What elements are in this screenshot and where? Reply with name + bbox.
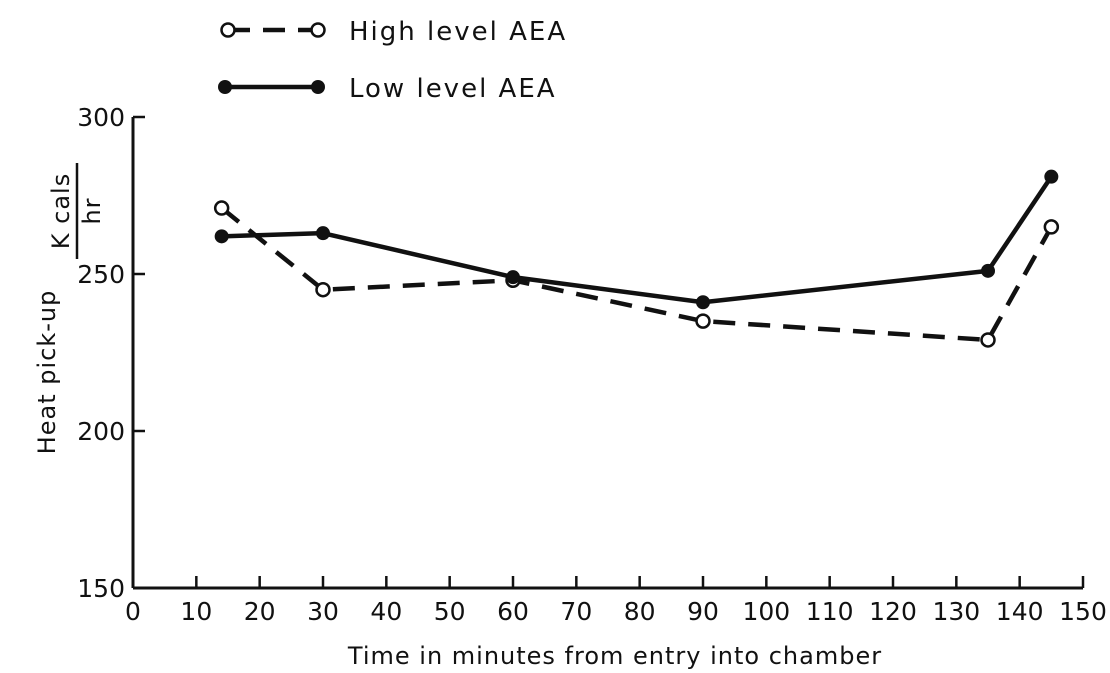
x-tick-label: 70 bbox=[560, 597, 592, 626]
data-point-filled bbox=[1044, 169, 1059, 184]
x-axis-title: Time in minutes from entry into chamber bbox=[347, 642, 882, 670]
dashed-series-line bbox=[220, 206, 1054, 343]
data-point-filled bbox=[316, 226, 330, 241]
axes bbox=[131, 117, 1083, 590]
x-tick-label: 140 bbox=[996, 597, 1044, 626]
y-tick-label: 150 bbox=[77, 574, 125, 603]
x-tick-label: 50 bbox=[434, 597, 466, 626]
data-point-filled bbox=[981, 263, 995, 278]
y-axis-title: Heat pick-up bbox=[33, 290, 61, 455]
x-tick-label: 100 bbox=[742, 597, 790, 626]
x-tick-label: 40 bbox=[370, 597, 402, 626]
y-tick-label: 250 bbox=[77, 260, 125, 289]
y-tick-label: 200 bbox=[77, 417, 125, 446]
x-tick-label: 0 bbox=[125, 597, 141, 626]
y-axis-unit-denominator: hr bbox=[78, 197, 106, 224]
y-axis-title-group: Heat pick-up bbox=[33, 290, 61, 455]
data-point-open bbox=[980, 332, 996, 348]
data-point-open bbox=[213, 200, 230, 216]
x-tick-label: 110 bbox=[806, 597, 854, 626]
legend-open-marker bbox=[310, 22, 326, 38]
data-point-filled bbox=[696, 295, 710, 310]
y-ticks: 150 200 250 300 bbox=[77, 103, 145, 603]
legend-entry-high-level: High level AEA bbox=[220, 17, 567, 47]
x-tick-label: 10 bbox=[180, 597, 212, 626]
x-tick-label: 130 bbox=[932, 597, 980, 626]
legend-open-marker bbox=[220, 22, 236, 38]
series-layer bbox=[213, 169, 1060, 348]
x-ticks: 0 10 20 30 40 50 60 70 80 90 100 110 120 130 140 150 bbox=[125, 576, 1107, 626]
y-axis-unit-numerator: K cals bbox=[47, 173, 75, 249]
legend-label-high-level: High level AEA bbox=[349, 17, 567, 47]
data-point-filled bbox=[506, 270, 520, 285]
data-point-open bbox=[1043, 219, 1060, 235]
solid-series-line bbox=[221, 175, 1054, 305]
data-point-open bbox=[315, 281, 331, 298]
legend-filled-marker bbox=[218, 80, 232, 94]
legend: High level AEA Low level AEA bbox=[218, 17, 567, 104]
y-axis-unit-group: K cals hr bbox=[47, 163, 106, 259]
x-tick-label: 60 bbox=[497, 597, 529, 626]
y-tick-label: 300 bbox=[77, 103, 125, 132]
x-tick-label: 120 bbox=[869, 597, 917, 626]
legend-entry-low-level: Low level AEA bbox=[218, 74, 557, 104]
x-tick-label: 90 bbox=[687, 597, 719, 626]
data-point-open bbox=[695, 313, 711, 329]
x-tick-label: 150 bbox=[1059, 597, 1107, 626]
series-low-level bbox=[214, 169, 1059, 310]
x-tick-label: 30 bbox=[307, 597, 339, 626]
legend-filled-marker bbox=[311, 80, 325, 94]
data-point-filled bbox=[214, 229, 229, 244]
series-high-level bbox=[213, 200, 1060, 348]
x-tick-label: 80 bbox=[624, 597, 656, 626]
legend-label-low-level: Low level AEA bbox=[349, 74, 557, 104]
x-tick-label: 20 bbox=[244, 597, 276, 626]
